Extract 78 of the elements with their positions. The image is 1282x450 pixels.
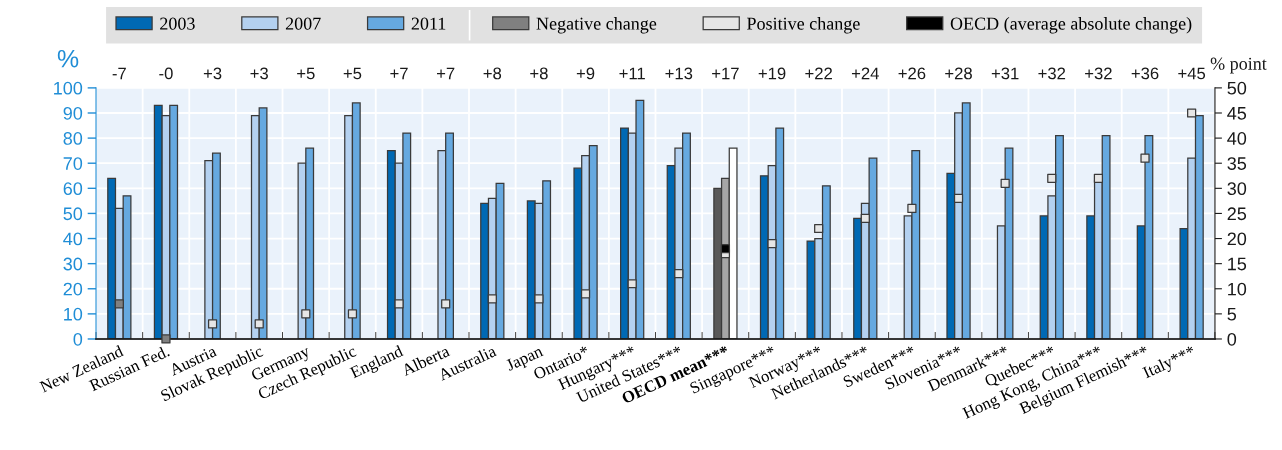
- text: +22: [805, 67, 832, 80]
- point: [207, 319, 218, 329]
- text: +28: [945, 67, 972, 80]
- text: +3: [203, 67, 222, 80]
- y2-tick-label: 30: [1227, 182, 1247, 196]
- y2-tick-label: 40: [1227, 132, 1247, 145]
- text: +11: [619, 67, 645, 80]
- legend-label: 2007: [285, 17, 321, 30]
- y2-tick-label: 0: [1227, 332, 1237, 346]
- legend-label: 2011: [411, 17, 446, 30]
- text: +5: [297, 67, 315, 80]
- y-tick-label: 10: [64, 307, 83, 321]
- text: +26: [898, 67, 926, 80]
- y-tick-label: 20: [63, 282, 83, 296]
- point: [161, 334, 171, 344]
- legend-label: 2003: [160, 17, 195, 30]
- point: [534, 294, 544, 304]
- point: [1187, 108, 1197, 118]
- text: +32: [1085, 67, 1112, 80]
- y-tick-label: 70: [63, 157, 83, 170]
- text: +19: [758, 67, 786, 80]
- text: -7: [112, 67, 126, 80]
- text: +9: [576, 67, 595, 80]
- y2-axis-title: % point: [1210, 57, 1267, 74]
- legend-label: Negative change: [536, 17, 657, 34]
- point: [1047, 173, 1057, 183]
- y2-tick-label: 15: [1228, 257, 1247, 271]
- point: [114, 299, 124, 309]
- legend-label: OECD (average absolute change): [950, 17, 1192, 34]
- text: +7: [437, 67, 455, 80]
- text: +13: [665, 67, 693, 80]
- text: +31: [991, 67, 1019, 80]
- point: [301, 309, 311, 319]
- y2-tick-label: 50: [1227, 81, 1247, 95]
- point: [441, 299, 451, 309]
- point: [394, 299, 404, 309]
- point: [767, 238, 777, 249]
- y-axis-title: %: [57, 49, 79, 68]
- text: +17: [712, 67, 739, 80]
- text: +3: [250, 67, 268, 80]
- y2-tick-label: 5: [1227, 308, 1237, 321]
- point: [1093, 173, 1104, 183]
- text: +7: [390, 67, 408, 80]
- point: [720, 243, 731, 254]
- point: [674, 269, 684, 279]
- y-tick-label: 30: [63, 257, 83, 271]
- point: [860, 213, 870, 224]
- point: [953, 193, 964, 203]
- point: [487, 294, 497, 304]
- point: [814, 223, 824, 234]
- point: [580, 289, 591, 299]
- text: +24: [851, 67, 879, 80]
- y2-tick-label: 10: [1228, 282, 1247, 296]
- y-tick-label: 40: [63, 232, 83, 246]
- y-tick-label: 50: [63, 207, 83, 221]
- y2-tick-label: 20: [1227, 232, 1247, 246]
- y2-tick-label: 45: [1227, 107, 1247, 120]
- y-tick-label: 90: [63, 106, 83, 120]
- y2-tick-label: 25: [1227, 207, 1247, 221]
- legend-label: Positive change: [747, 17, 860, 34]
- text: +36: [1131, 67, 1159, 80]
- point: [1000, 178, 1010, 188]
- text: +45: [1178, 67, 1206, 80]
- y-tick-label: 80: [63, 132, 83, 145]
- y-tick-label: 0: [73, 332, 83, 346]
- point: [907, 203, 917, 214]
- text: +5: [343, 67, 362, 80]
- point: [627, 279, 637, 289]
- point: [347, 309, 358, 319]
- text: -0: [159, 67, 173, 80]
- text: +8: [530, 67, 548, 80]
- y2-tick-label: 35: [1227, 157, 1247, 170]
- y-tick-label: 60: [63, 182, 83, 196]
- text: +8: [483, 67, 502, 80]
- point: [254, 319, 264, 329]
- text: +32: [1038, 67, 1066, 80]
- y-tick-label: 100: [54, 81, 83, 95]
- point: [1140, 153, 1150, 163]
